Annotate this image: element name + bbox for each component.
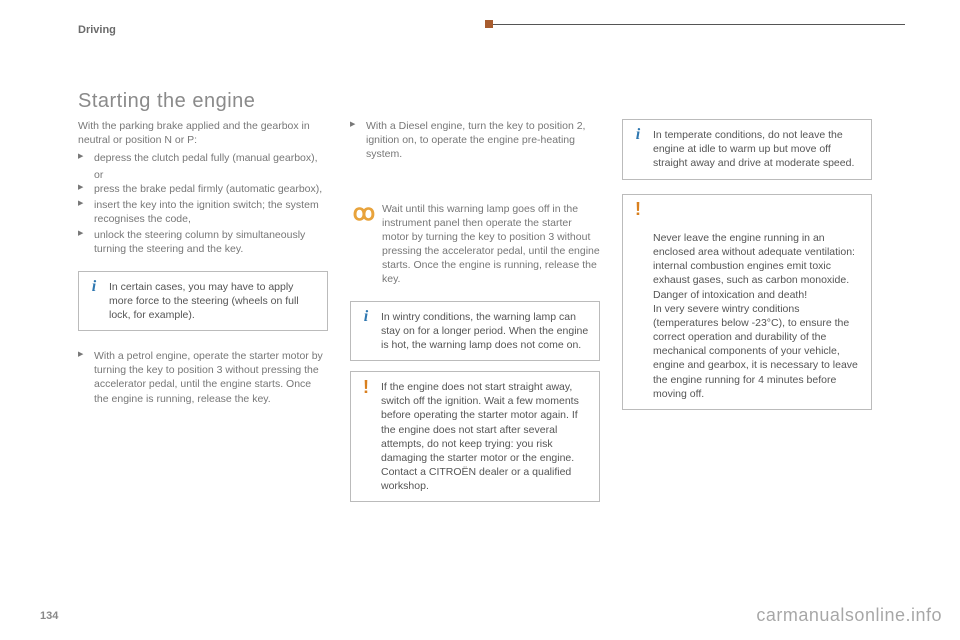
column-2: With a Diesel engine, turn the key to po…: [350, 119, 600, 502]
warning-enclosed-text: Never leave the engine running in an enc…: [653, 232, 858, 400]
step-petrol: With a petrol engine, operate the starte…: [90, 349, 328, 406]
note-steering-text: In certain cases, you may have to apply …: [109, 281, 299, 321]
header-rule: [485, 24, 905, 25]
column-1: With the parking brake applied and the g…: [78, 119, 328, 502]
warning-no-start-text: If the engine does not start straight aw…: [381, 381, 579, 492]
watermark: carmanualsonline.info: [756, 605, 942, 626]
warning-icon: !: [357, 378, 375, 396]
note-temperate-text: In temperate conditions, do not leave th…: [653, 129, 854, 169]
note-steering-force: i In certain cases, you may have to appl…: [78, 271, 328, 332]
header: Driving: [78, 24, 910, 46]
intro-text: With the parking brake applied and the g…: [78, 119, 328, 147]
diesel-step-list: With a Diesel engine, turn the key to po…: [350, 119, 600, 162]
step-unlock-column: unlock the steering column by simultaneo…: [90, 228, 328, 256]
preheat-note: ꚙ Wait until this warning lamp goes off …: [350, 202, 600, 287]
preheat-icon: ꚙ: [350, 202, 374, 287]
note-wintry-text: In wintry conditions, the warning lamp c…: [381, 311, 588, 351]
note-wintry: i In wintry conditions, the warning lamp…: [350, 301, 600, 362]
step-brake: press the brake pedal firmly (automatic …: [90, 182, 328, 196]
or-text: or: [78, 168, 328, 182]
petrol-step-list: With a petrol engine, operate the starte…: [78, 349, 328, 406]
note-temperate: i In temperate conditions, do not leave …: [622, 119, 872, 180]
page-number: 134: [40, 610, 58, 622]
warning-no-start: ! If the engine does not start straight …: [350, 371, 600, 502]
page: Driving Starting the engine With the par…: [0, 0, 960, 640]
info-icon: i: [85, 278, 103, 296]
step-insert-key: insert the key into the ignition switch;…: [90, 198, 328, 226]
header-tick: [485, 20, 493, 28]
step-diesel: With a Diesel engine, turn the key to po…: [362, 119, 600, 162]
info-icon: i: [357, 308, 375, 326]
page-title: Starting the engine: [78, 90, 910, 113]
warning-icon: !: [629, 201, 647, 219]
section-label: Driving: [78, 24, 116, 36]
column-3: i In temperate conditions, do not leave …: [622, 119, 872, 502]
prep-steps-list: depress the clutch pedal fully (manual g…: [78, 151, 328, 165]
prep-steps-list-2: press the brake pedal firmly (automatic …: [78, 182, 328, 257]
warning-enclosed: ! Never leave the engine running in an e…: [622, 194, 872, 410]
step-clutch: depress the clutch pedal fully (manual g…: [90, 151, 328, 165]
info-icon: i: [629, 126, 647, 144]
preheat-text: Wait until this warning lamp goes off in…: [382, 202, 600, 287]
content-columns: With the parking brake applied and the g…: [78, 119, 910, 502]
